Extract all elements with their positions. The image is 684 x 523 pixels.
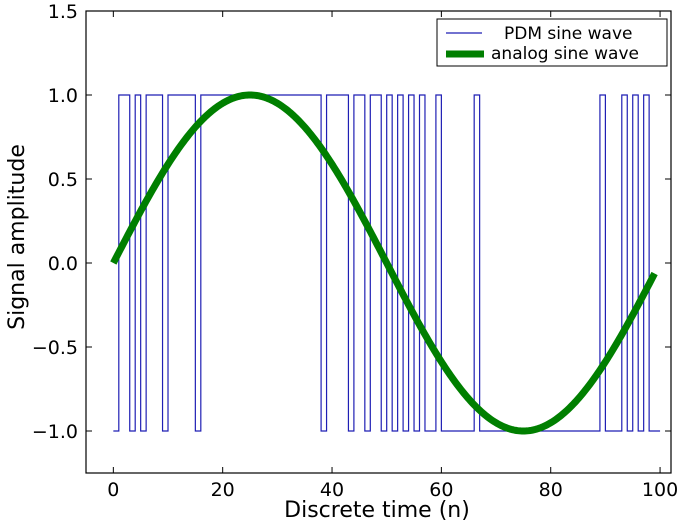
y-axis-label: Signal amplitude xyxy=(5,144,30,330)
x-tick-label: 0 xyxy=(107,479,119,501)
watermark: CSDN @孤芳剑影 xyxy=(530,496,644,513)
y-tick-label: −0.5 xyxy=(32,337,78,359)
y-tick-label: 0.0 xyxy=(48,253,78,275)
y-tick-label: 1.0 xyxy=(48,85,78,107)
series-pdm-line xyxy=(113,94,661,432)
y-tick-label: 0.5 xyxy=(48,169,78,191)
legend-box xyxy=(436,18,668,67)
y-tick-label: −1.0 xyxy=(32,421,78,443)
y-tick-label: 1.5 xyxy=(48,1,78,23)
plot-area xyxy=(110,91,661,435)
x-tick-label: 60 xyxy=(429,479,453,501)
y-axis: −1.0 −0.5 0.0 0.5 1.0 1.5 xyxy=(32,1,671,443)
x-tick-label: 40 xyxy=(320,479,344,501)
axes-frame xyxy=(85,10,672,474)
x-tick-label: 100 xyxy=(642,479,678,501)
legend-label-analog: analog sine wave xyxy=(491,44,639,64)
x-tick-label: 80 xyxy=(539,479,563,501)
series-analog-line xyxy=(110,91,658,435)
x-tick-label: 20 xyxy=(211,479,235,501)
x-axis: 0 20 40 60 80 100 xyxy=(107,11,678,501)
legend: PDM sine wave analog sine wave xyxy=(436,18,668,67)
x-axis-label: Discrete time (n) xyxy=(284,498,470,523)
legend-label-pdm: PDM sine wave xyxy=(504,24,632,44)
